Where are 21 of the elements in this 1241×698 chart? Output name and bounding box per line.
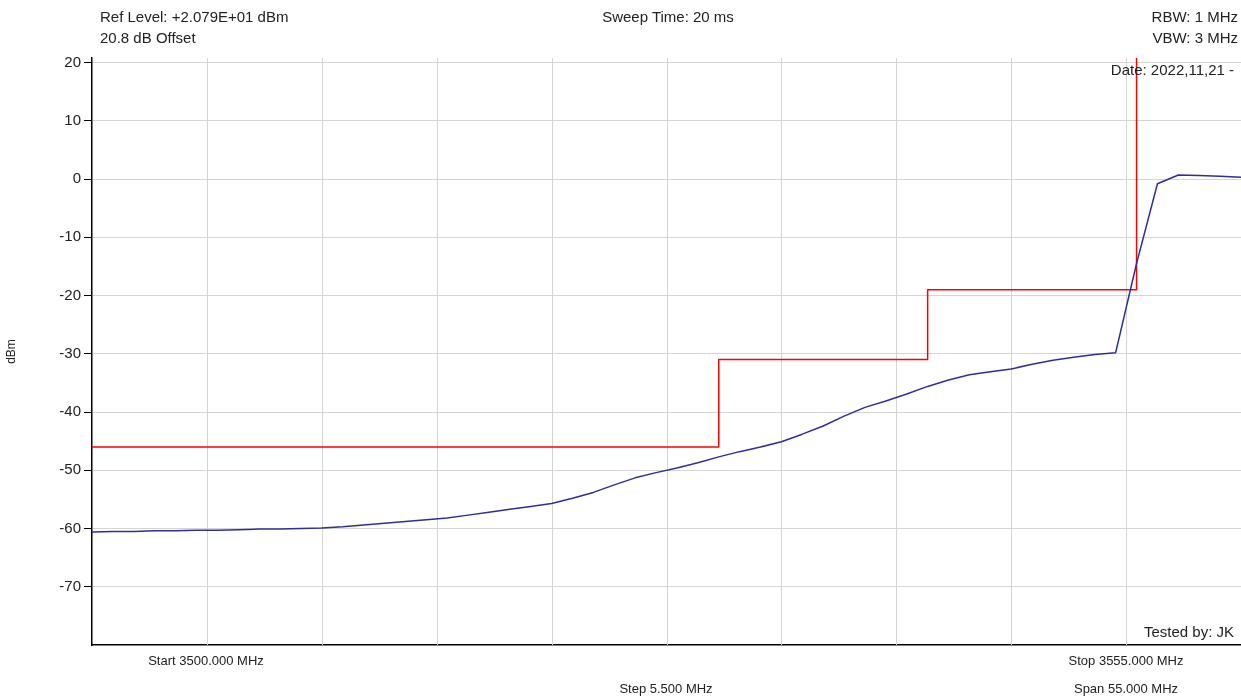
y-tick-label: 10 (64, 110, 81, 128)
annotation: Tested by: JK (1143, 623, 1234, 641)
y-tick-label: -20 (59, 285, 81, 303)
y-tick-label: 0 (72, 169, 81, 187)
text: Start 3500.000 MHz (148, 652, 264, 668)
y-tick-label: -40 (59, 402, 81, 420)
y-tick-label: -50 (59, 460, 81, 478)
y-tick-label: -30 (59, 343, 81, 361)
text: RBW: 1 MHz (1151, 8, 1238, 26)
text: Sweep Time: 20 ms (602, 8, 734, 26)
y-tick-label: -10 (59, 227, 81, 245)
y-tick-label: -60 (59, 518, 81, 536)
text: Stop 3555.000 MHz (1068, 652, 1184, 668)
text: 20.8 dB Offset (100, 29, 197, 47)
text: Step 5.500 MHz (619, 680, 713, 696)
y-tick-label: 20 (64, 52, 81, 70)
y-tick-label: -70 (59, 576, 81, 594)
text: VBW: 3 MHz (1152, 29, 1238, 47)
text: Ref Level: +2.079E+01 dBm (100, 8, 289, 26)
text: Span 55.000 MHz (1073, 680, 1179, 696)
y-axis-title: dBm (3, 339, 18, 364)
